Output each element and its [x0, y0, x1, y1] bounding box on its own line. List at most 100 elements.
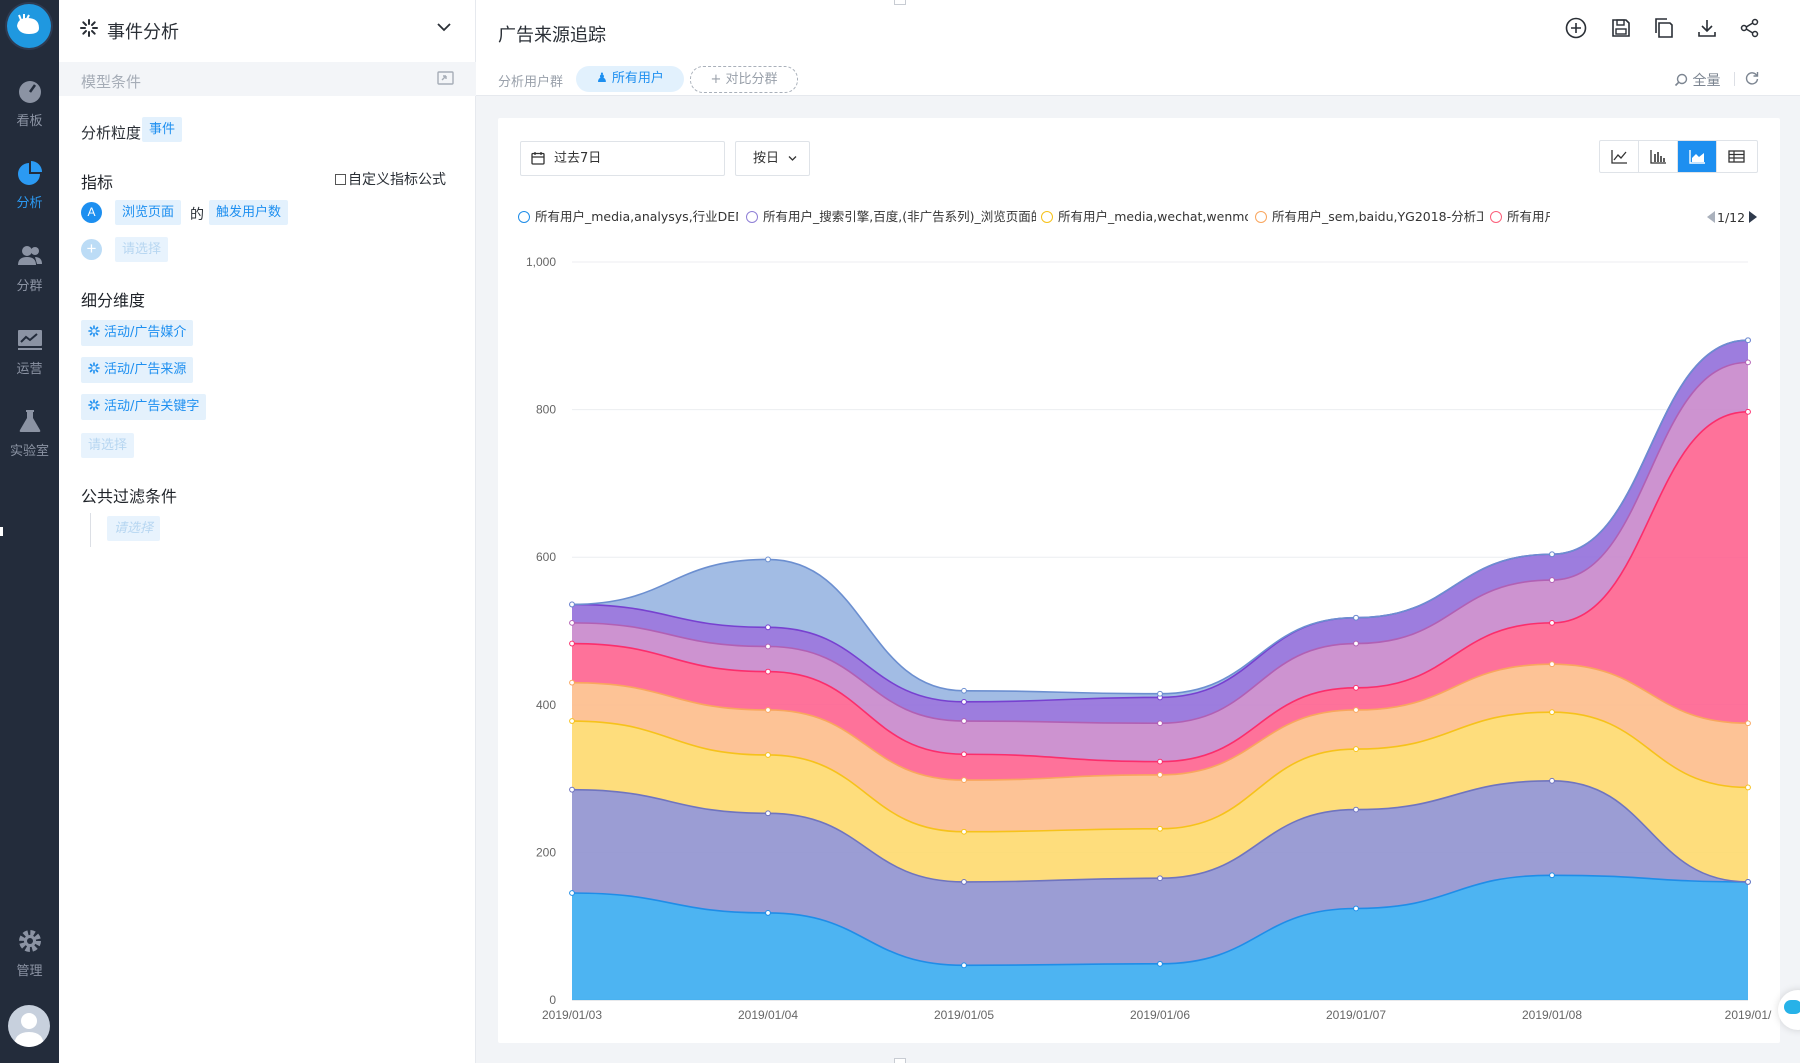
- formula-icon: [335, 174, 346, 185]
- user-group-pill[interactable]: ♟ 所有用户: [576, 66, 684, 92]
- series-line: [571, 339, 1749, 695]
- download-icon[interactable]: [1695, 16, 1719, 40]
- table-icon: [1728, 150, 1745, 163]
- dimension-icon: [88, 362, 100, 374]
- legend-page-indicator: 1/12: [1717, 210, 1746, 225]
- time-granularity-value: 按日: [753, 151, 780, 166]
- chart-type-bar[interactable]: [1639, 141, 1678, 172]
- stacked-area-chart: 0 200 400 600 800 1,000 2019/01/03 2019/01/04 20…: [526, 255, 1772, 1022]
- data-point: [569, 601, 575, 608]
- legend-item-4[interactable]: 所有用户_sem,baidu,YG2018-分析工具_...: [1255, 207, 1483, 227]
- data-point: [1157, 960, 1163, 967]
- legend-swatch: [1255, 211, 1267, 223]
- panel-header[interactable]: 事件分析: [59, 0, 476, 58]
- data-point: [765, 810, 771, 817]
- nav-label-analysis: 分析: [16, 196, 43, 211]
- data-point: [1157, 875, 1163, 882]
- refresh-icon[interactable]: [1744, 70, 1760, 86]
- event-analysis-icon: [80, 19, 98, 37]
- data-point: [765, 643, 771, 650]
- data-point: [961, 751, 967, 758]
- custom-formula-label: 自定义指标公式: [348, 172, 446, 188]
- legend-label: 所有用户_media,wechat,wenmoyind...: [1058, 209, 1248, 224]
- legend-prev-icon[interactable]: [1707, 211, 1715, 223]
- y-tick-label: 800: [536, 403, 556, 417]
- chart-type-line[interactable]: [1600, 141, 1639, 172]
- data-point: [1745, 879, 1751, 885]
- nav-edge-marker: [0, 527, 3, 536]
- user-avatar-icon: [14, 1013, 44, 1047]
- save-as-icon[interactable]: [1652, 16, 1676, 40]
- x-tick-label: 2019/01/08: [1522, 1008, 1582, 1022]
- chart-type-table[interactable]: [1717, 141, 1756, 172]
- dimension-label: 活动/广告关键字: [104, 399, 200, 414]
- dimension-label: 活动/广告媒介: [104, 325, 187, 340]
- nav-item-operations[interactable]: 运营: [0, 326, 59, 396]
- y-tick-label: 400: [536, 698, 556, 712]
- add-filter-select[interactable]: 请选择: [107, 516, 161, 541]
- nav-item-lab[interactable]: 实验室: [0, 408, 59, 478]
- series-line: [571, 780, 1749, 883]
- help-chat-bubble[interactable]: [1778, 990, 1800, 1030]
- data-point: [1549, 777, 1555, 784]
- data-point: [569, 640, 575, 647]
- dimension-chip-medium[interactable]: 活动/广告媒介: [81, 320, 194, 346]
- metric-event-chip[interactable]: 浏览页面: [115, 200, 182, 225]
- legend-item-1[interactable]: 所有用户_media,analysys,行业DEMO_...: [518, 207, 738, 227]
- dimension-icon: [88, 325, 100, 337]
- chart-type-area[interactable]: [1678, 141, 1717, 172]
- app-logo[interactable]: [7, 4, 51, 48]
- series-area: [572, 712, 1748, 882]
- legend-item-2[interactable]: 所有用户_搜索引擎,百度,(非广告系列)_浏览页面的触...: [746, 207, 1036, 227]
- nav-item-dashboard[interactable]: 看板: [0, 78, 59, 148]
- legend-label: 所有用户_搜索引擎,百度,(非广告系列)_浏览页面的触...: [763, 209, 1036, 224]
- add-circle-icon[interactable]: [1564, 16, 1588, 40]
- bottom-resize-handle[interactable]: [894, 1058, 906, 1063]
- legend-next-icon[interactable]: [1749, 211, 1758, 223]
- time-granularity-select[interactable]: 按日: [735, 141, 810, 176]
- top-resize-handle[interactable]: [894, 0, 906, 5]
- custom-formula-button[interactable]: 自定义指标公式: [335, 169, 446, 189]
- metric-measure-chip[interactable]: 触发用户数: [209, 200, 289, 225]
- sampling-total-button[interactable]: 全量: [1674, 70, 1720, 90]
- dimension-chip-source[interactable]: 活动/广告来源: [81, 357, 194, 383]
- granularity-label: 分析粒度: [81, 124, 142, 142]
- add-metric-select[interactable]: 请选择: [115, 237, 169, 262]
- nav-item-analysis[interactable]: 分析: [0, 160, 59, 230]
- data-point: [569, 786, 575, 793]
- chevron-down-icon: [788, 156, 797, 161]
- model-conditions-bar[interactable]: 模型条件: [59, 62, 476, 96]
- chart-legend: 所有用户_media,analysys,行业DEMO_... 所有用户_搜索引擎…: [518, 207, 1778, 229]
- data-point: [961, 879, 967, 885]
- dimension-chip-keyword[interactable]: 活动/广告关键字: [81, 394, 207, 420]
- data-point: [765, 910, 771, 916]
- series-area: [572, 780, 1748, 966]
- nav-item-manage[interactable]: 管理: [0, 928, 59, 998]
- bar-chart-icon: [1650, 150, 1666, 164]
- data-point: [1745, 720, 1751, 727]
- data-point: [765, 707, 771, 713]
- add-metric-button[interactable]: +: [81, 239, 102, 260]
- legend-item-3[interactable]: 所有用户_media,wechat,wenmoyind...: [1041, 207, 1248, 227]
- chevron-down-icon[interactable]: [437, 20, 451, 34]
- legend-item-5[interactable]: 所有用户: [1490, 207, 1550, 227]
- compare-group-button[interactable]: + 对比分群: [690, 66, 798, 93]
- data-point: [1157, 690, 1163, 697]
- gear-icon: [18, 930, 41, 952]
- add-dimension-select[interactable]: 请选择: [81, 433, 135, 458]
- save-icon[interactable]: [1609, 16, 1633, 40]
- sampling-total-label: 全量: [1692, 73, 1721, 89]
- report-title: 广告来源追踪: [498, 25, 606, 46]
- nav-label-lab: 实验室: [9, 444, 49, 459]
- legend-swatch: [1490, 211, 1502, 223]
- date-range-picker[interactable]: 过去7日: [520, 141, 725, 176]
- granularity-chip[interactable]: 事件: [142, 117, 183, 142]
- nav-item-segments[interactable]: 分群: [0, 243, 59, 313]
- avatar[interactable]: [8, 1005, 50, 1047]
- y-tick-label: 0: [549, 993, 556, 1007]
- share-icon[interactable]: [1738, 16, 1762, 40]
- data-point: [765, 752, 771, 758]
- search-icon: [1674, 73, 1688, 87]
- collapse-panel-icon[interactable]: [437, 71, 454, 85]
- x-tick-label: 2019/01/06: [1130, 1008, 1190, 1022]
